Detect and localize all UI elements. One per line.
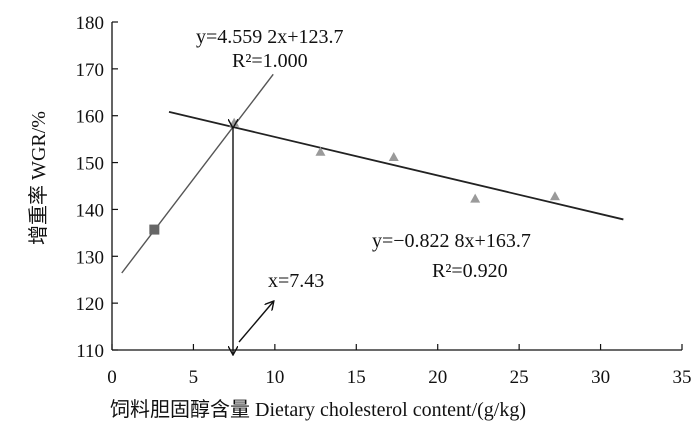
y-axis-title: 增重率 WGR/% [27,111,50,245]
fit2-r2: R²=0.920 [432,260,508,282]
data-point [229,117,240,127]
data-point [149,224,160,235]
fit-line-2 [168,110,624,221]
axes [111,22,682,351]
x-tick-label: 25 [510,367,529,388]
fit1-r2: R²=1.000 [232,50,308,72]
x-tick-label: 15 [347,367,366,388]
fit2-equation: y=−0.822 8x+163.7 [372,230,531,252]
y-tick-label: 120 [76,294,105,315]
x-tick-label: 20 [428,367,447,388]
fit-lines [121,73,624,274]
data-point [388,151,399,161]
y-tick-label: 170 [76,60,105,81]
x-tick-label: 5 [189,367,199,388]
breakpoint-pointer-arrow [238,302,273,343]
y-tick-label: 160 [76,107,105,128]
y-tick-label: 150 [76,154,105,175]
annotations [233,127,273,354]
data-points [149,117,560,235]
y-tick-label: 130 [76,247,105,268]
data-point [549,191,560,201]
x-tick-label: 30 [591,367,610,388]
fit1-equation: y=4.559 2x+123.7 [196,26,344,48]
x-tick-label: 10 [265,367,284,388]
x-tick-label: 35 [673,367,692,388]
fit-line-1 [121,73,274,274]
x-tick-label: 0 [107,367,117,388]
breakpoint-label: x=7.43 [268,270,324,292]
ticks: 0 5 10 15 20 25 30 35 110 120 130 140 150 160 170 180 [76,13,692,388]
x-axis-title: 饲料胆固醇含量 Dietary cholesterol content/(g/k… [110,398,526,421]
data-point [315,146,326,156]
data-point [470,193,481,203]
y-tick-label: 110 [76,341,104,362]
y-tick-label: 140 [76,200,105,221]
y-tick-label: 180 [76,13,105,34]
